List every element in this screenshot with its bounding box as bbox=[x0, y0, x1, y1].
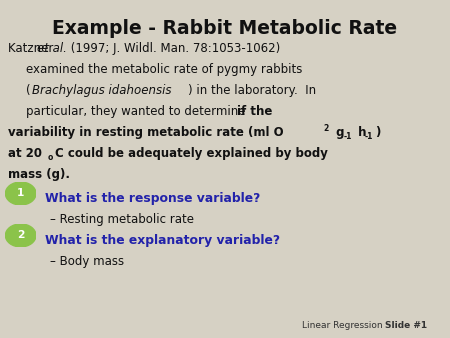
Text: What is the response variable?: What is the response variable? bbox=[45, 193, 260, 206]
Text: Example - Rabbit Metabolic Rate: Example - Rabbit Metabolic Rate bbox=[53, 19, 397, 38]
Text: o: o bbox=[47, 153, 53, 162]
Text: ) in the laboratory.  In: ) in the laboratory. In bbox=[188, 84, 316, 97]
Text: – Resting metabolic rate: – Resting metabolic rate bbox=[50, 213, 194, 226]
Text: mass (g).: mass (g). bbox=[8, 168, 70, 181]
Text: (: ( bbox=[26, 84, 31, 97]
Text: ): ) bbox=[375, 126, 380, 139]
Text: particular, they wanted to determine: particular, they wanted to determine bbox=[26, 105, 249, 118]
Text: Slide #1: Slide #1 bbox=[385, 320, 427, 330]
Text: – Body mass: – Body mass bbox=[50, 255, 124, 268]
Text: variability in resting metabolic rate (ml O: variability in resting metabolic rate (m… bbox=[8, 126, 284, 139]
Circle shape bbox=[5, 224, 36, 247]
Text: What is the explanatory variable?: What is the explanatory variable? bbox=[45, 235, 280, 247]
Text: g: g bbox=[332, 126, 345, 139]
Text: if the: if the bbox=[237, 105, 273, 118]
Text: at 20: at 20 bbox=[8, 147, 42, 160]
Text: h: h bbox=[354, 126, 367, 139]
Text: 2: 2 bbox=[17, 230, 24, 240]
Text: -1: -1 bbox=[364, 132, 373, 141]
Text: -1: -1 bbox=[343, 132, 352, 141]
Text: et al.: et al. bbox=[37, 42, 67, 55]
Text: Brachylagus idahoensis: Brachylagus idahoensis bbox=[32, 84, 172, 97]
Text: Katzner: Katzner bbox=[8, 42, 57, 55]
Text: 1: 1 bbox=[17, 188, 24, 198]
Circle shape bbox=[5, 182, 36, 205]
Text: 2: 2 bbox=[323, 124, 328, 134]
Text: examined the metabolic rate of pygmy rabbits: examined the metabolic rate of pygmy rab… bbox=[26, 63, 302, 76]
Text: C could be adequately explained by body: C could be adequately explained by body bbox=[55, 147, 328, 160]
Text: (1997; J. Wildl. Man. 78:1053-1062): (1997; J. Wildl. Man. 78:1053-1062) bbox=[67, 42, 280, 55]
Text: Linear Regression: Linear Regression bbox=[302, 320, 382, 330]
